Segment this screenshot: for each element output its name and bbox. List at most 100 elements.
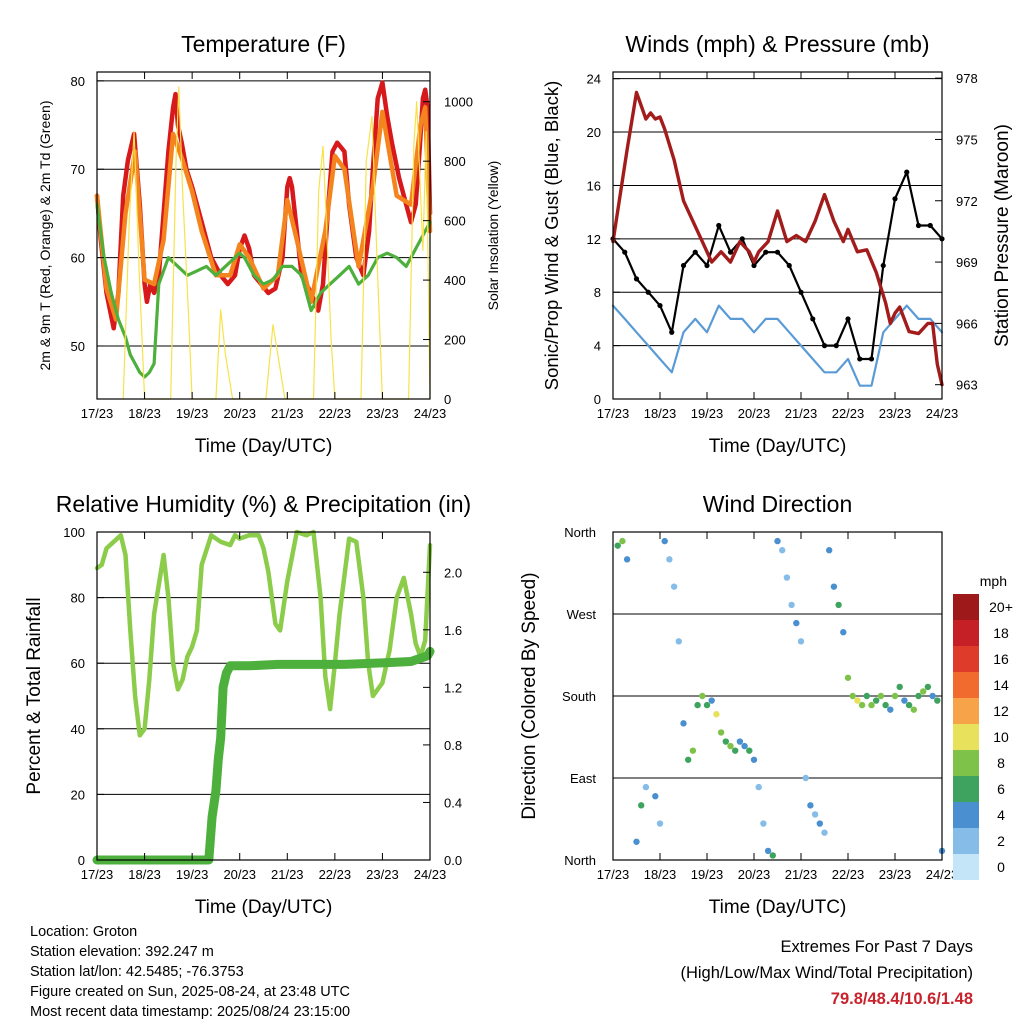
chart-panel-1: Temperature (F) 17/23 18/23 19/23 20/23 21/23… bbox=[37, 31, 501, 457]
direction-point bbox=[699, 692, 706, 700]
y2-tick-label: 1.6 bbox=[444, 623, 462, 638]
x-tick-label: 18/23 bbox=[644, 406, 677, 421]
direction-point bbox=[797, 638, 805, 645]
chart-title: Winds (mph) & Pressure (mb) bbox=[625, 31, 929, 57]
chart-title: Relative Humidity (%) & Precipitation (i… bbox=[56, 491, 471, 517]
x-tick-label: 23/23 bbox=[879, 406, 912, 421]
legend-label: 16 bbox=[993, 651, 1009, 667]
direction-point bbox=[741, 742, 748, 750]
y-tick-label: 40 bbox=[71, 722, 85, 737]
direction-point bbox=[732, 747, 739, 754]
y-tick-label: West bbox=[567, 607, 597, 622]
direction-point bbox=[656, 820, 664, 827]
direction-point bbox=[774, 537, 781, 545]
x-tick-label: 19/23 bbox=[176, 406, 209, 421]
x-tick-label: 24/23 bbox=[414, 867, 447, 882]
direction-point bbox=[769, 852, 776, 859]
series-line-precip bbox=[92, 646, 435, 865]
direction-point bbox=[717, 729, 725, 736]
direction-point bbox=[802, 774, 809, 782]
y2-tick-label: 800 bbox=[444, 154, 466, 169]
y-tick-label: 60 bbox=[71, 656, 85, 671]
x-tick-label: 24/23 bbox=[926, 867, 959, 882]
y2-tick-label: 0.8 bbox=[444, 738, 462, 753]
direction-point bbox=[689, 747, 697, 754]
direction-point bbox=[746, 747, 753, 754]
plot-frame bbox=[612, 71, 943, 400]
x-tick-label: 23/23 bbox=[366, 867, 399, 882]
direction-point bbox=[652, 793, 659, 800]
y2-tick-label: 966 bbox=[956, 316, 978, 331]
direction-point bbox=[891, 692, 899, 700]
direction-point bbox=[915, 692, 922, 700]
legend-swatch bbox=[953, 750, 979, 776]
x-tick-label: 21/23 bbox=[785, 406, 818, 421]
gust-point bbox=[904, 169, 910, 175]
gust-point bbox=[622, 249, 628, 255]
direction-point bbox=[685, 756, 692, 763]
x-tick-label: 21/23 bbox=[271, 867, 304, 882]
direction-point bbox=[764, 847, 772, 855]
x-tick-label: 21/23 bbox=[271, 406, 304, 421]
gust-point bbox=[774, 249, 781, 255]
extremes-subtitle: (High/Low/Max Wind/Total Precipitation) bbox=[680, 964, 973, 982]
gust-point bbox=[868, 356, 875, 362]
direction-point bbox=[793, 619, 800, 627]
direction-point bbox=[896, 683, 903, 691]
gust-point bbox=[763, 249, 769, 255]
extremes-box: Extremes For Past 7 Days (High/Low/Max W… bbox=[680, 934, 973, 1012]
y2-tick-label: 969 bbox=[956, 255, 978, 270]
direction-point bbox=[783, 574, 791, 581]
legend-swatch bbox=[953, 828, 979, 854]
direction-point bbox=[666, 556, 673, 563]
y-tick-label: North bbox=[564, 853, 596, 868]
gust-point bbox=[845, 316, 851, 322]
y-axis-label: Direction (Colored By Speed) bbox=[519, 572, 540, 819]
latest-text: Most recent data timestamp: 2025/08/24 2… bbox=[30, 1004, 351, 1020]
direction-point bbox=[863, 692, 870, 700]
gust-point bbox=[880, 262, 886, 269]
y2-tick-label: 1000 bbox=[444, 95, 473, 110]
y-tick-label: North bbox=[564, 525, 596, 540]
y-axis-label: Sonic/Prop Wind & Gust (Blue, Black) bbox=[541, 81, 562, 390]
created-text: Figure created on Sun, 2025-08-24, at 23… bbox=[30, 984, 350, 1000]
extremes-value: 79.8/48.4/10.6/1.48 bbox=[830, 990, 973, 1008]
x-tick-label: 19/23 bbox=[691, 406, 724, 421]
direction-point bbox=[826, 547, 833, 554]
series-line-td2m bbox=[95, 203, 432, 379]
y-tick-label: 16 bbox=[587, 178, 601, 193]
gust-point bbox=[739, 236, 745, 242]
y-tick-label: 24 bbox=[587, 72, 601, 87]
direction-point bbox=[675, 638, 682, 645]
direction-point bbox=[882, 701, 889, 709]
x-tick-label: 24/23 bbox=[414, 406, 447, 421]
chart-title: Temperature (F) bbox=[181, 31, 346, 57]
x-axis-label: Time (Day/UTC) bbox=[709, 436, 847, 457]
x-tick-label: 22/23 bbox=[832, 406, 865, 421]
series-line-wind bbox=[611, 304, 944, 387]
gust-point bbox=[669, 329, 675, 335]
latlon-text: Station lat/lon: 42.5485; -76.3753 bbox=[30, 964, 244, 980]
direction-point bbox=[661, 537, 668, 545]
y-tick-label: 20 bbox=[587, 125, 601, 140]
gust-point bbox=[892, 196, 898, 202]
x-axis-label: Time (Day/UTC) bbox=[195, 436, 333, 457]
direction-point bbox=[910, 706, 917, 713]
y2-tick-label: 200 bbox=[444, 333, 466, 348]
gust-point bbox=[727, 249, 734, 255]
y2-tick-label: 0.0 bbox=[444, 853, 462, 868]
gust-point bbox=[810, 316, 816, 322]
direction-point bbox=[920, 688, 927, 695]
direction-point bbox=[727, 742, 734, 750]
y-tick-label: 60 bbox=[71, 251, 85, 266]
y-tick-label: 0 bbox=[594, 392, 601, 407]
x-tick-label: 19/23 bbox=[691, 867, 724, 882]
direction-point bbox=[924, 683, 932, 691]
gust-point bbox=[915, 222, 922, 229]
y2-tick-label: 0 bbox=[444, 392, 451, 407]
y-tick-label: South bbox=[562, 689, 596, 704]
direction-point bbox=[830, 583, 838, 590]
direction-point bbox=[858, 701, 866, 709]
x-tick-label: 24/23 bbox=[926, 406, 959, 421]
